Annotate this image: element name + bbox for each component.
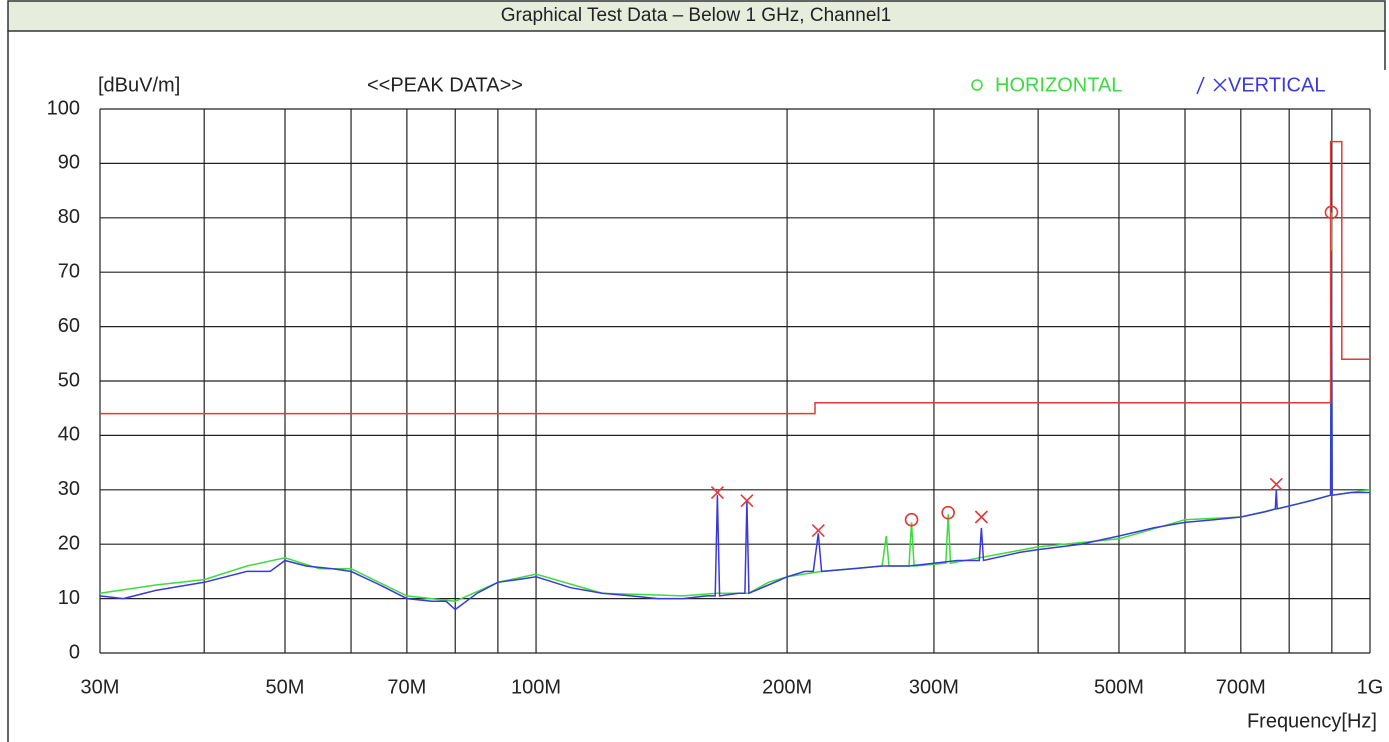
- y-tick-label: 60: [58, 315, 80, 337]
- header-bar: [7, 0, 1386, 32]
- x-tick-label: 50M: [266, 676, 305, 698]
- peak-marker: [974, 510, 988, 524]
- peak-marker: [710, 485, 724, 500]
- x-tick-label: 70M: [387, 676, 426, 698]
- subtitle: <<PEAK DATA>>: [367, 74, 523, 96]
- y-tick-label: 90: [58, 152, 80, 174]
- legend-separator: [1196, 76, 1205, 95]
- peak-marker: [740, 494, 754, 508]
- x-axis-label: Frequency[Hz]: [1247, 710, 1377, 732]
- y-tick-label: 20: [58, 532, 80, 554]
- y-tick-label: 40: [58, 424, 80, 446]
- chart-title: Graphical Test Data – Below 1 GHz, Chann…: [501, 5, 891, 26]
- trace: [99, 250, 1370, 611]
- legend-symbol: [1213, 78, 1227, 92]
- peak-marker: [941, 505, 955, 520]
- legend-label: HORIZONTAL: [995, 74, 1122, 96]
- x-tick-label: 300M: [909, 676, 959, 698]
- legend-label: VERTICAL: [1228, 74, 1325, 96]
- y-tick-label: 30: [58, 478, 80, 500]
- y-tick-label: 10: [58, 587, 80, 609]
- peak-marker: [811, 524, 825, 538]
- trace: [99, 212, 1371, 603]
- x-tick-label: 1G: [1357, 676, 1384, 698]
- y-tick-label: 80: [58, 206, 80, 228]
- legend-symbol: [971, 79, 983, 91]
- peak-marker: [1269, 477, 1283, 491]
- peak-marker: [1324, 205, 1339, 220]
- limit-line: [100, 140, 1370, 415]
- x-tick-label: 200M: [762, 676, 812, 698]
- legend: HORIZONTAL VERTICAL: [971, 74, 1325, 96]
- x-tick-label: 500M: [1094, 676, 1144, 698]
- y-axis-label: [dBuV/m]: [98, 74, 180, 96]
- x-tick-label: 700M: [1216, 676, 1266, 698]
- peak-marker: [904, 512, 919, 527]
- grid: [99, 108, 1371, 654]
- x-tick-label: 30M: [81, 676, 120, 698]
- x-tick-label: 100M: [511, 676, 561, 698]
- y-tick-label: 50: [58, 369, 80, 391]
- y-tick-label: 70: [58, 260, 80, 282]
- y-tick-label: 0: [69, 641, 80, 663]
- y-tick-label: 100: [47, 97, 80, 119]
